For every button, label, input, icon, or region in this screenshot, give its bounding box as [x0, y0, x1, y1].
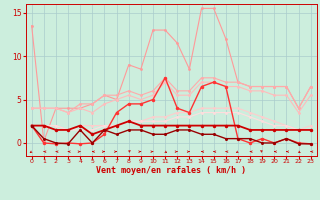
X-axis label: Vent moyen/en rafales ( km/h ): Vent moyen/en rafales ( km/h ) [96, 166, 246, 175]
